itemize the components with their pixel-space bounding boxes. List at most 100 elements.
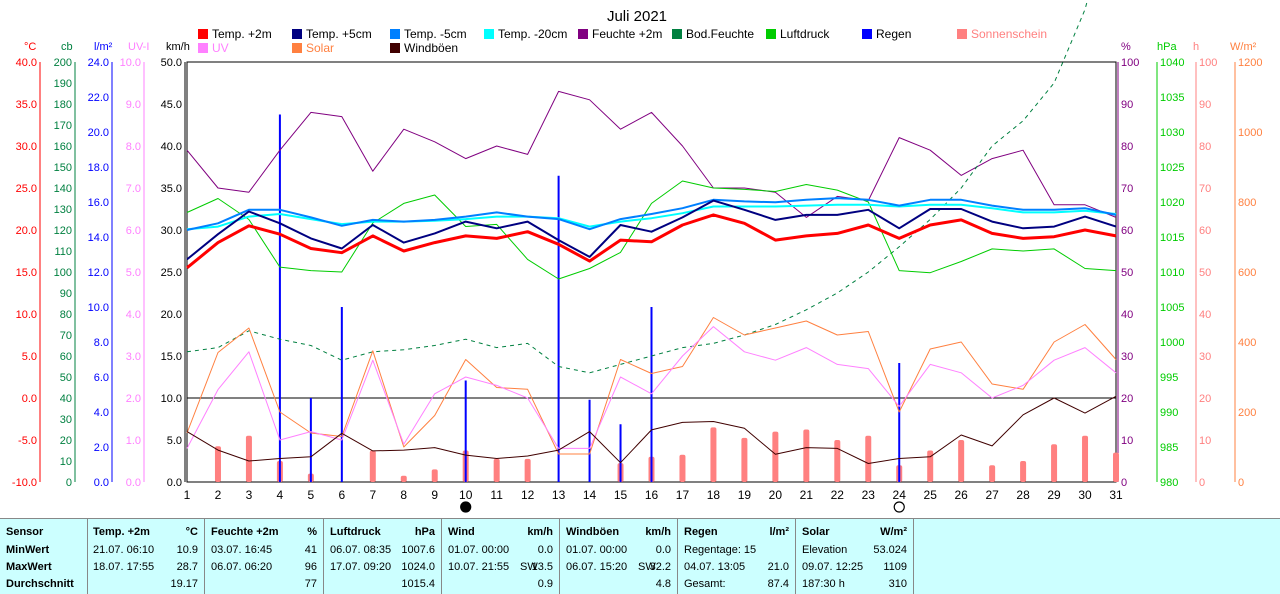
axis-tick-label: 170 [54,120,72,132]
axis-tick-label: 90 [60,288,72,300]
sunshine-bar [245,435,252,482]
axis-tick-label: 130 [54,204,72,216]
axis-tick-label: 995 [1160,372,1178,384]
windboeen-min-time: 01.07. 00:00 [566,544,628,556]
axis-tick-label: 800 [1238,197,1256,209]
windboeen-max-direction: SW [638,561,656,573]
feuchte-min-time: 03.07. 16:45 [211,544,273,556]
legend-label: Solar [306,41,334,55]
axis-tick-label: 60 [1121,225,1133,237]
axis-tick-label: 35.0 [16,99,37,111]
luftdruck-max-time: 17.07. 09:20 [330,561,392,573]
axis-tick-label: 990 [1160,407,1178,419]
axis-tick-label: 5.0 [126,267,141,279]
axis-tick-label: 6.0 [126,225,141,237]
axis-tick-label: 30 [1199,351,1211,363]
series-line-temp-5cm [186,197,1117,231]
solar-max-time: 09.07. 12:25 [802,561,864,573]
axis-tick-label: 100 [1199,57,1217,69]
rain-bar [650,307,653,482]
x-tick-label: 1 [184,488,191,502]
series-line-bod-feuchte [186,0,1089,374]
x-tick-label: 23 [862,488,876,502]
sunshine-bar [1051,444,1058,482]
sunshine-bar [710,427,717,482]
axis-tick-label: 0.0 [167,477,182,489]
rain-bar [278,114,281,482]
solar-avg-value: 310 [888,578,907,590]
axis-tick-label: 10.0 [161,393,182,405]
axis-unit: UV-I [128,41,149,53]
sunshine-bar [214,446,221,482]
legend-label: Temp. -20cm [498,27,567,41]
plot-area: 1 2 3 4 5 6 7 8 9 10 11 12 13 14 15 16 17 18 19 20 21 22 23 24 2… [184,0,1123,513]
sunshine-bar [958,440,965,482]
chart-legend: Temp. +2m Temp. +5cm Temp. -5cm Temp. -20cm… [198,27,1047,55]
axis-tick-label: 2.0 [126,393,141,405]
x-tick-label: 24 [893,488,907,502]
axis-tick-label: 8.0 [94,337,109,349]
axis-tick-label: 20.0 [161,309,182,321]
axis-tick-label: 30 [1121,351,1133,363]
axis-tick-label: -10.0 [12,477,37,489]
sunshine-bar [524,458,531,482]
axis-tick-label: 80 [60,309,72,321]
wind-header: Wind [448,526,475,538]
series-line-temp-5cm [186,199,1117,261]
axis-tick-label: 22.0 [88,92,109,104]
axis-tick-label: 18.0 [88,162,109,174]
temp-min-time: 21.07. 06:10 [93,544,155,556]
axis-tick-label: 4.0 [126,309,141,321]
axis-tick-label: 1030 [1160,127,1184,139]
x-tick-label: 8 [400,488,407,502]
axis-tick-label: 50 [1121,267,1133,279]
sunshine-bar [431,469,438,482]
x-tick-label: 29 [1047,488,1061,502]
regen-total-value: 87.4 [767,578,789,590]
legend-label: Temp. +5cm [306,27,372,41]
temp-max-time: 18.07. 17:55 [93,561,155,573]
regen-max-time: 04.07. 13:05 [684,561,746,573]
axis-tick-label: 0 [1199,477,1205,489]
x-tick-label: 14 [583,488,597,502]
axis-tick-label: 40.0 [161,141,182,153]
legend-swatch [484,29,494,39]
regen-total-label: Gesamt: [684,578,726,590]
sunshine-bar [369,450,376,482]
axis-tick-label: 100 [54,267,72,279]
feuchte-avg-value: 77 [304,578,317,590]
legend-label: Bod.Feuchte [686,27,754,41]
luftdruck-min-value: 1007.6 [401,544,435,556]
sunshine-bar [400,475,407,482]
series-line-luftdruck [186,180,1117,280]
axis-tick-label: 20.0 [88,127,109,139]
axis-tick-label: 10.0 [16,309,37,321]
windboeen-column: Windböen km/h 01.07. 00:00 0.0 06.07. 15:2… [560,519,678,594]
axis-tick-label: 80 [1121,141,1133,153]
axis-tick-label: 90 [1199,99,1211,111]
full-moon-icon [893,501,905,513]
axis-tick-label: 10 [60,456,72,468]
feuchte-max-value: 96 [304,561,317,573]
rain-bar [557,175,560,482]
series-line-temp-2m [186,213,1117,269]
axis-tick-label: 40 [60,393,72,405]
windboeen-max-value: 32.2 [649,561,671,573]
axis-tick-label: 60 [1199,225,1211,237]
axis-tick-label: 30.0 [161,225,182,237]
series-line-windb-en [186,395,1117,464]
legend-swatch [292,29,302,39]
min-label: MinWert [6,544,50,556]
wind-min-time: 01.07. 00:00 [448,544,510,556]
rain-bar [340,307,343,482]
luftdruck-min-time: 06.07. 08:35 [330,544,392,556]
sunshine-bar [834,440,841,482]
axis-tick-label: 0.0 [22,393,37,405]
axis-tick-label: 20.0 [16,225,37,237]
temp-header: Temp. +2m [93,526,150,538]
legend-label: Luftdruck [780,27,830,41]
x-tick-label: 10 [459,488,473,502]
series-line-solar [186,317,1117,455]
sensor-column: Sensor MinWert MaxWert Durchschnitt [0,519,88,594]
axis-tick-label: 400 [1238,337,1256,349]
